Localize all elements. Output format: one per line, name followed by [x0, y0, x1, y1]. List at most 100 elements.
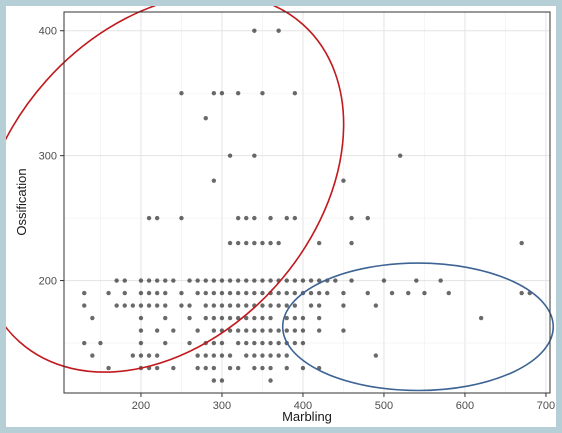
data-point [292, 303, 298, 308]
data-point [195, 328, 200, 333]
data-point [211, 328, 217, 333]
data-point [397, 153, 403, 158]
data-point [211, 278, 217, 283]
data-point [146, 353, 152, 358]
data-point [268, 340, 273, 346]
data-point [146, 215, 152, 221]
data-point [211, 303, 217, 308]
data-point [268, 303, 273, 308]
data-point [90, 353, 95, 358]
data-point [219, 290, 225, 296]
data-point [316, 315, 322, 321]
plot-background [64, 12, 550, 393]
data-point [300, 315, 306, 321]
data-point [138, 278, 144, 283]
data-point [195, 353, 200, 358]
data-point [244, 215, 249, 221]
data-point [260, 278, 265, 283]
data-point [381, 278, 387, 283]
data-points [82, 28, 532, 383]
data-point [292, 290, 298, 296]
x-axis-title: Marbling [282, 409, 332, 424]
data-point [219, 90, 225, 96]
data-point [203, 353, 208, 358]
data-point [244, 240, 249, 246]
data-point [276, 303, 281, 308]
data-point [195, 365, 200, 371]
data-point [300, 328, 306, 333]
data-point [146, 290, 152, 296]
data-point [268, 365, 273, 371]
data-point [316, 328, 322, 333]
data-point [82, 290, 87, 296]
data-point [211, 378, 217, 383]
data-point [211, 290, 217, 296]
data-point [82, 303, 87, 308]
data-point [227, 240, 233, 246]
data-point [154, 303, 160, 308]
y-tick-label: 400 [39, 26, 57, 38]
data-point [138, 328, 144, 333]
data-point [244, 340, 249, 346]
data-point [519, 290, 524, 296]
x-tick-label: 200 [132, 400, 150, 412]
data-point [252, 215, 257, 221]
data-point [292, 90, 298, 96]
data-point [422, 290, 427, 296]
data-point [308, 278, 314, 283]
data-point [308, 303, 314, 308]
data-point [268, 315, 273, 321]
data-point [260, 303, 265, 308]
data-point [227, 365, 233, 371]
data-point [130, 303, 136, 308]
scatter-chart: 200 300 400 500 600 700 200 300 400 Marbling Os… [6, 6, 555, 424]
data-point [235, 315, 241, 321]
data-point [365, 290, 370, 296]
data-point [300, 340, 306, 346]
data-point [365, 215, 370, 221]
data-point [406, 290, 411, 296]
data-point [349, 278, 354, 283]
data-point [227, 353, 233, 358]
data-point [284, 353, 289, 358]
data-point [284, 303, 289, 308]
data-point [106, 290, 111, 296]
data-point [235, 290, 241, 296]
data-point [260, 340, 265, 346]
data-point [203, 278, 208, 283]
data-point [163, 315, 168, 321]
data-point [219, 353, 225, 358]
data-point [203, 303, 208, 308]
data-point [519, 240, 524, 246]
data-point [252, 28, 257, 33]
data-point [138, 315, 144, 321]
data-point [90, 315, 95, 321]
data-point [316, 303, 322, 308]
data-point [211, 178, 217, 183]
data-point [154, 278, 160, 283]
data-point [268, 328, 273, 333]
data-point [138, 290, 144, 296]
data-point [252, 315, 257, 321]
data-point [316, 240, 322, 246]
data-point [203, 315, 208, 321]
data-point [478, 315, 484, 321]
data-point [252, 153, 257, 158]
data-point [163, 303, 168, 308]
data-point [106, 365, 111, 371]
y-tick-label: 200 [39, 276, 57, 288]
data-point [333, 278, 338, 283]
data-point [300, 278, 306, 283]
data-point [389, 290, 395, 296]
data-point [235, 90, 241, 96]
data-point [219, 378, 225, 383]
data-point [292, 340, 298, 346]
data-point [219, 278, 225, 283]
data-point [179, 290, 184, 296]
data-point [260, 365, 265, 371]
data-point [171, 328, 176, 333]
data-point [82, 340, 87, 346]
data-point [252, 328, 257, 333]
data-point [252, 340, 257, 346]
data-point [260, 353, 265, 358]
